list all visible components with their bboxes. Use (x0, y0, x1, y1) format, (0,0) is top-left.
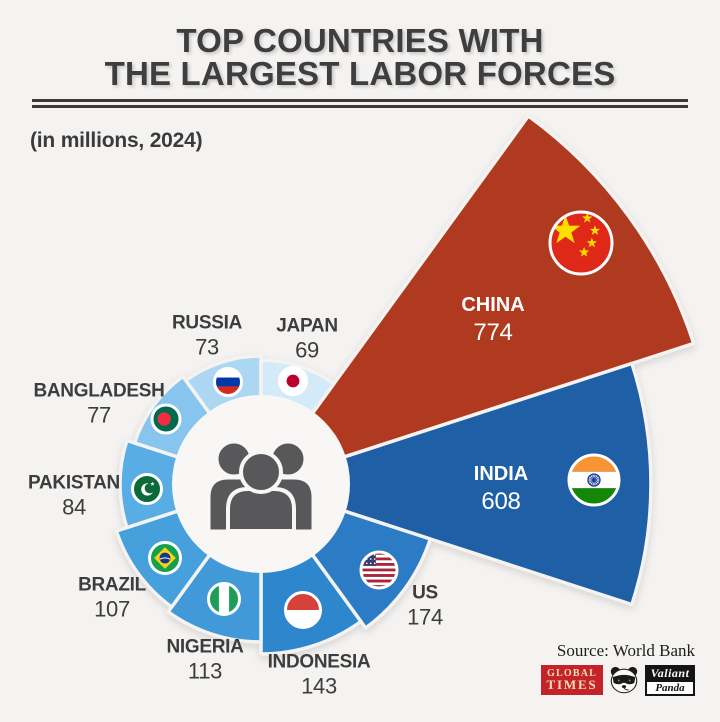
global-times-line2: TIMES (546, 677, 598, 692)
flag-ring (213, 367, 243, 397)
page-title: TOP COUNTRIES WITH THE LARGEST LABOR FOR… (0, 24, 720, 90)
flag-cn-icon (550, 212, 612, 274)
global-times-logo: GLOBAL TIMES (541, 665, 603, 695)
flag-ring (567, 453, 621, 507)
title-divider (32, 99, 688, 108)
flag-ring (284, 591, 322, 629)
flag-ring (548, 210, 614, 276)
logos-row: GLOBAL TIMES Valiant Panda (541, 664, 695, 696)
valiant-panda-line2: Panda (645, 679, 695, 696)
valiant-panda-logo: Valiant Panda (645, 664, 695, 696)
chart-subtitle: (in millions, 2024) (30, 129, 203, 152)
wedge-india (259, 361, 653, 607)
title-line-1: TOP COUNTRIES WITH (176, 22, 544, 59)
title-line-2: THE LARGEST LABOR FORCES (104, 55, 616, 92)
flag-ru-icon (214, 368, 242, 396)
flag-ring (148, 541, 182, 575)
valiant-panda-line1: Valiant (645, 664, 695, 681)
source-text: Source: World Bank (556, 641, 695, 660)
flag-id-icon (285, 592, 321, 628)
panda-icon (610, 666, 638, 694)
flag-ring (131, 473, 163, 505)
global-times-line1: GLOBAL (547, 668, 597, 679)
flag-ring (359, 550, 399, 590)
wedge-china (259, 114, 696, 486)
people-group-icon (207, 440, 315, 533)
flag-ring (207, 582, 241, 616)
flag-ring (150, 403, 182, 435)
flag-ring (278, 366, 308, 396)
